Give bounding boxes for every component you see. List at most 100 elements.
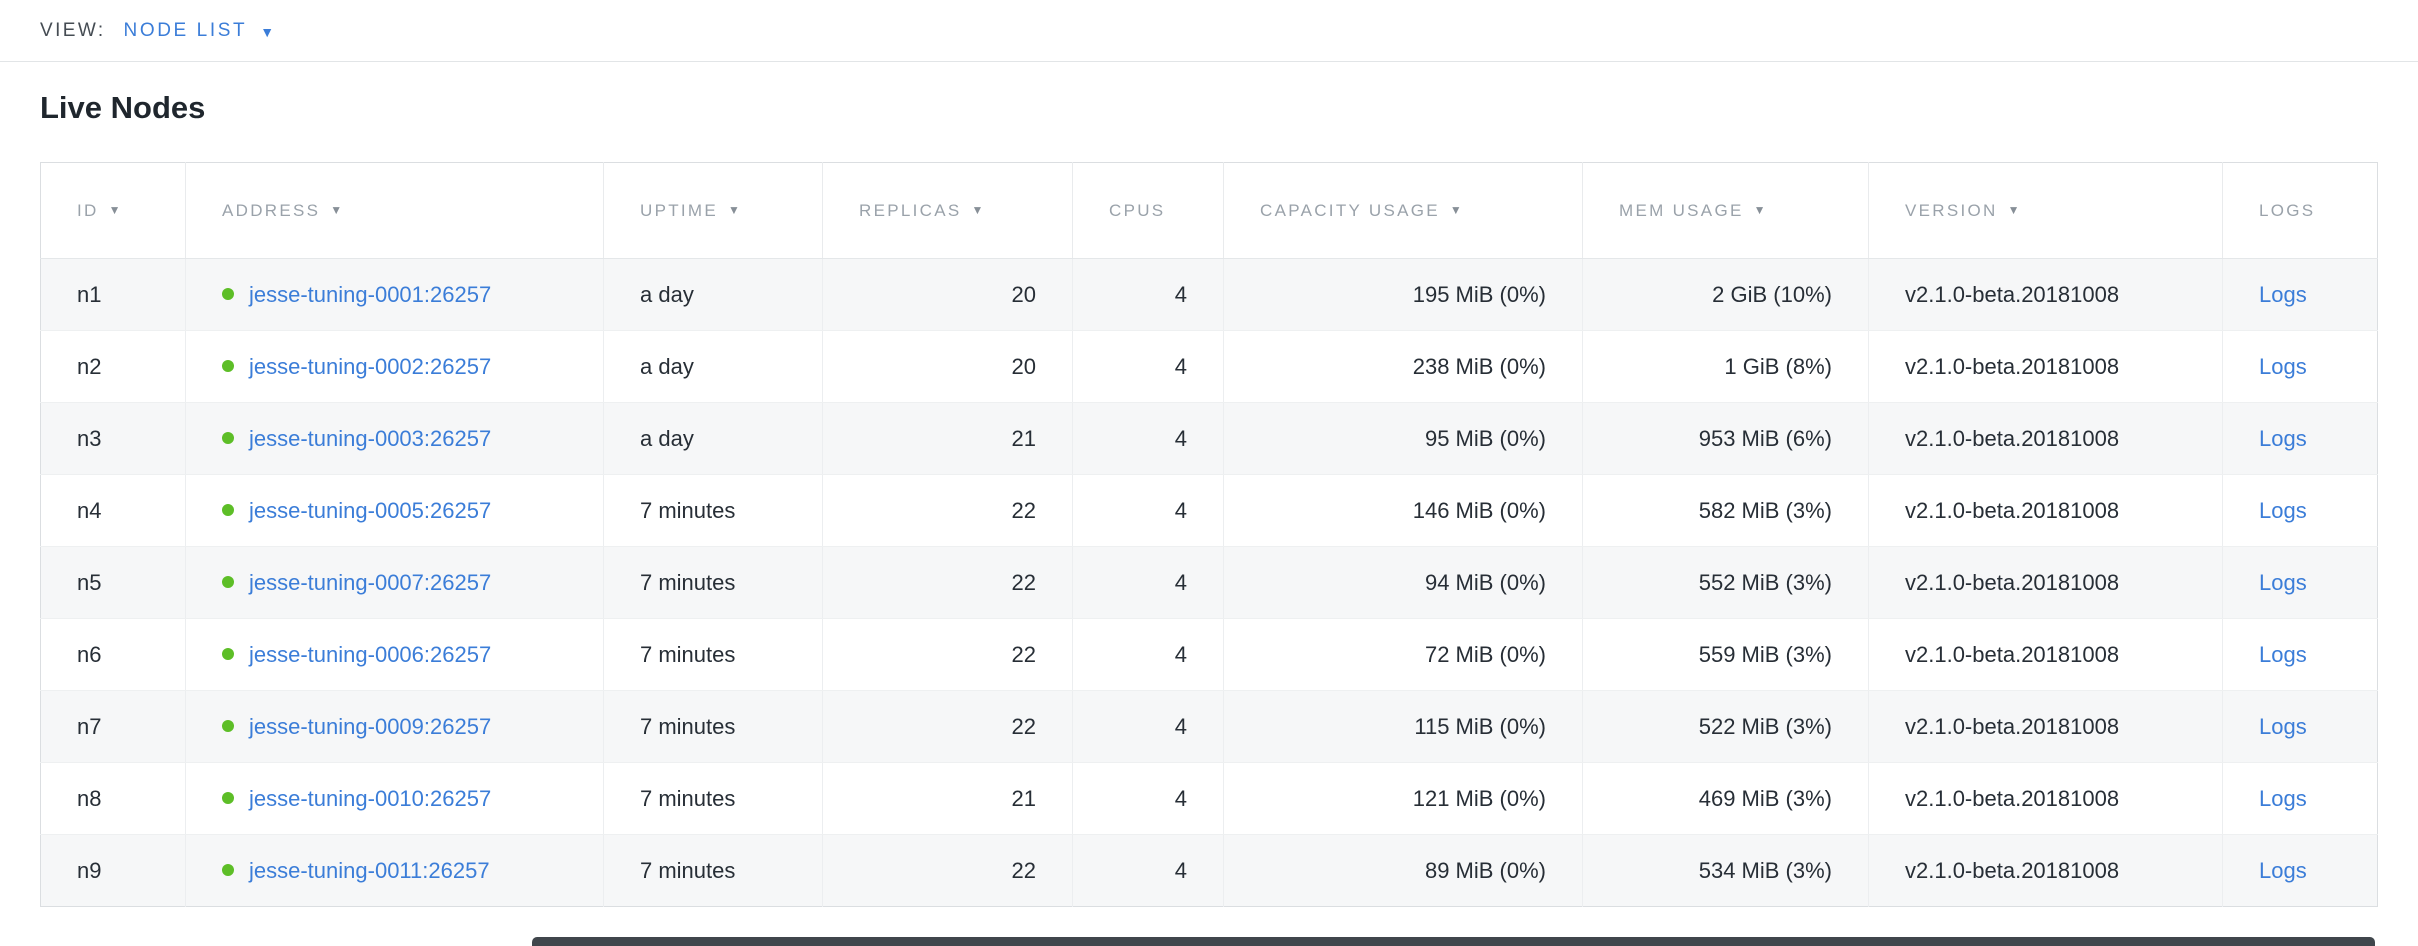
cell-id: n1	[40, 258, 186, 331]
live-status-icon	[222, 287, 234, 300]
logs-link[interactable]: Logs	[2259, 641, 2307, 667]
cell-uptime: 7 minutes	[603, 546, 823, 619]
live-status-icon	[222, 431, 234, 444]
node-address-link[interactable]: jesse-tuning-0003:26257	[249, 425, 492, 451]
sort-arrow-icon: ▼	[971, 202, 986, 217]
node-address-link[interactable]: jesse-tuning-0009:26257	[249, 713, 492, 739]
column-label: ADDRESS	[222, 200, 321, 220]
node-address-link[interactable]: jesse-tuning-0011:26257	[249, 857, 490, 883]
cell-logs: Logs	[2222, 690, 2378, 763]
node-row-n1: n1 jesse-tuning-0001:26257 a day 20 4 195 MiB…	[40, 258, 2378, 331]
bottom-scrollbar[interactable]	[532, 937, 2375, 946]
cell-id: n7	[40, 690, 186, 763]
cell-cpus: 4	[1072, 330, 1224, 403]
logs-link[interactable]: Logs	[2259, 713, 2307, 739]
view-bar: VIEW: NODE LIST ▼	[0, 0, 2418, 62]
cell-uptime: 7 minutes	[603, 474, 823, 547]
cell-version: v2.1.0-beta.20181008	[1868, 834, 2223, 907]
cell-cpus: 4	[1072, 258, 1224, 331]
logs-link[interactable]: Logs	[2259, 857, 2307, 883]
column-header-mem[interactable]: MEM USAGE ▼	[1582, 162, 1869, 259]
node-address-link[interactable]: jesse-tuning-0010:26257	[249, 785, 492, 811]
node-row-n2: n2 jesse-tuning-0002:26257 a day 20 4 238 MiB…	[40, 330, 2378, 403]
column-header-uptime[interactable]: UPTIME ▼	[603, 162, 823, 259]
cell-replicas: 22	[822, 618, 1073, 691]
cell-capacity: 72 MiB (0%)	[1223, 618, 1583, 691]
logs-link[interactable]: Logs	[2259, 785, 2307, 811]
cell-cpus: 4	[1072, 618, 1224, 691]
cell-capacity: 94 MiB (0%)	[1223, 546, 1583, 619]
node-row-n4: n4 jesse-tuning-0005:26257 7 minutes 22 4 146…	[40, 474, 2378, 547]
main-content: Live Nodes ID ▼ ADDRESS ▼ UPTIME ▼ REPLICAS ▼ CP…	[0, 90, 2418, 907]
column-header-address[interactable]: ADDRESS ▼	[185, 162, 604, 259]
column-label: LOGS	[2259, 200, 2316, 220]
cell-cpus: 4	[1072, 546, 1224, 619]
live-status-icon	[222, 863, 234, 876]
cell-uptime: 7 minutes	[603, 762, 823, 835]
cell-capacity: 195 MiB (0%)	[1223, 258, 1583, 331]
logs-link[interactable]: Logs	[2259, 569, 2307, 595]
sort-arrow-icon: ▼	[1753, 202, 1768, 217]
column-label: ID	[77, 200, 99, 220]
column-header-capacity[interactable]: CAPACITY USAGE ▼	[1223, 162, 1583, 259]
page-title: Live Nodes	[40, 90, 206, 125]
cell-address: jesse-tuning-0003:26257	[185, 402, 604, 475]
column-header-replicas[interactable]: REPLICAS ▼	[822, 162, 1073, 259]
node-address-link[interactable]: jesse-tuning-0002:26257	[249, 353, 492, 379]
cell-cpus: 4	[1072, 402, 1224, 475]
sort-arrow-icon: ▼	[2007, 202, 2022, 217]
cell-replicas: 22	[822, 474, 1073, 547]
sort-arrow-icon: ▼	[330, 202, 345, 217]
cell-version: v2.1.0-beta.20181008	[1868, 402, 2223, 475]
cell-address: jesse-tuning-0009:26257	[185, 690, 604, 763]
cell-address: jesse-tuning-0006:26257	[185, 618, 604, 691]
node-address-link[interactable]: jesse-tuning-0001:26257	[249, 281, 492, 307]
column-label: CAPACITY USAGE	[1260, 200, 1440, 220]
cell-address: jesse-tuning-0007:26257	[185, 546, 604, 619]
cell-replicas: 22	[822, 690, 1073, 763]
cell-cpus: 4	[1072, 762, 1224, 835]
cell-version: v2.1.0-beta.20181008	[1868, 330, 2223, 403]
live-nodes-table: ID ▼ ADDRESS ▼ UPTIME ▼ REPLICAS ▼ CPUS CAPACITY …	[40, 162, 2378, 907]
view-selected-value: NODE LIST	[123, 19, 248, 41]
cell-logs: Logs	[2222, 330, 2378, 403]
cell-capacity: 95 MiB (0%)	[1223, 402, 1583, 475]
cell-replicas: 20	[822, 258, 1073, 331]
column-header-version[interactable]: VERSION ▼	[1868, 162, 2223, 259]
cell-id: n2	[40, 330, 186, 403]
logs-link[interactable]: Logs	[2259, 353, 2307, 379]
cell-id: n5	[40, 546, 186, 619]
cell-capacity: 89 MiB (0%)	[1223, 834, 1583, 907]
logs-link[interactable]: Logs	[2259, 497, 2307, 523]
cell-mem: 1 GiB (8%)	[1582, 330, 1869, 403]
node-row-n5: n5 jesse-tuning-0007:26257 7 minutes 22 4 94 …	[40, 546, 2378, 619]
view-label: VIEW:	[40, 19, 106, 41]
node-address-link[interactable]: jesse-tuning-0006:26257	[249, 641, 492, 667]
column-header-id[interactable]: ID ▼	[40, 162, 186, 259]
logs-link[interactable]: Logs	[2259, 281, 2307, 307]
table-header-row: ID ▼ ADDRESS ▼ UPTIME ▼ REPLICAS ▼ CPUS CAPACITY …	[40, 162, 2378, 259]
cell-cpus: 4	[1072, 834, 1224, 907]
cell-replicas: 22	[822, 834, 1073, 907]
column-label: UPTIME	[640, 200, 719, 220]
cell-id: n4	[40, 474, 186, 547]
cell-version: v2.1.0-beta.20181008	[1868, 762, 2223, 835]
cell-mem: 2 GiB (10%)	[1582, 258, 1869, 331]
cell-address: jesse-tuning-0011:26257	[185, 834, 604, 907]
cell-mem: 552 MiB (3%)	[1582, 546, 1869, 619]
node-row-n6: n6 jesse-tuning-0006:26257 7 minutes 22 4 72 …	[40, 618, 2378, 691]
column-label: MEM USAGE	[1619, 200, 1744, 220]
cell-cpus: 4	[1072, 690, 1224, 763]
cell-mem: 469 MiB (3%)	[1582, 762, 1869, 835]
cell-id: n8	[40, 762, 186, 835]
view-selector-dropdown[interactable]: NODE LIST ▼	[124, 20, 275, 42]
cell-capacity: 115 MiB (0%)	[1223, 690, 1583, 763]
cell-uptime: 7 minutes	[603, 618, 823, 691]
cell-replicas: 20	[822, 330, 1073, 403]
node-address-link[interactable]: jesse-tuning-0007:26257	[249, 569, 492, 595]
node-row-n9: n9 jesse-tuning-0011:26257 7 minutes 22 4 89 …	[40, 834, 2378, 907]
node-address-link[interactable]: jesse-tuning-0005:26257	[249, 497, 492, 523]
cell-logs: Logs	[2222, 474, 2378, 547]
logs-link[interactable]: Logs	[2259, 425, 2307, 451]
node-row-n7: n7 jesse-tuning-0009:26257 7 minutes 22 4 115…	[40, 690, 2378, 763]
